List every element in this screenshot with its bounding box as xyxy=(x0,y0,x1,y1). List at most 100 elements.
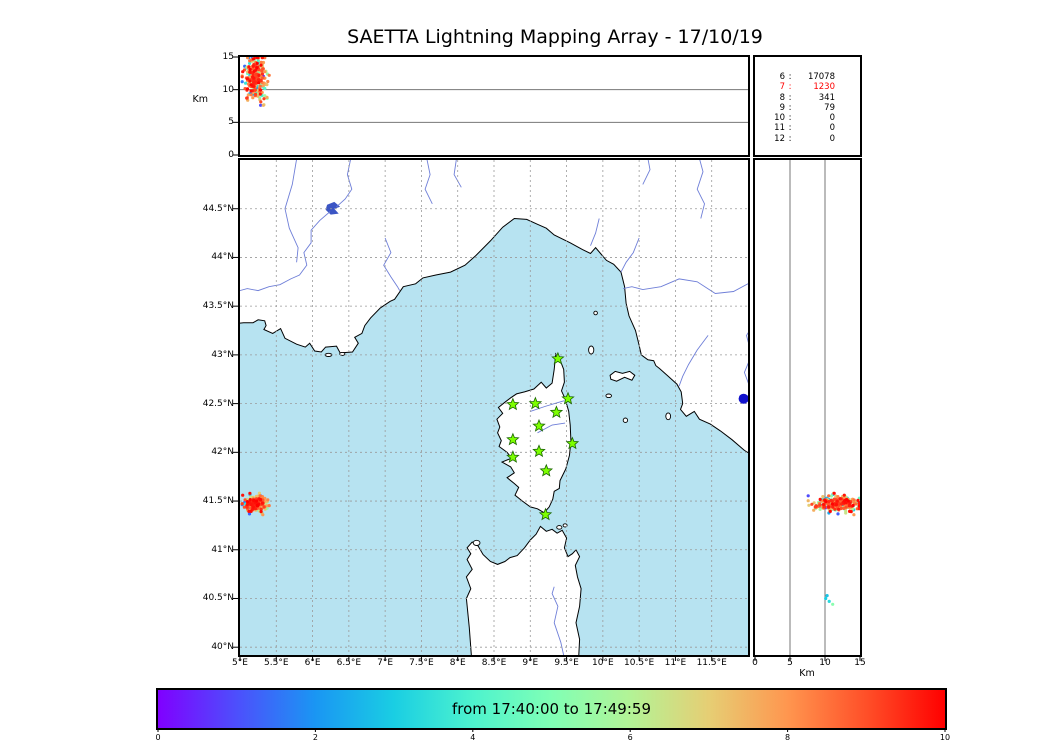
station-star-icon xyxy=(561,391,575,405)
island xyxy=(562,523,568,528)
latitude-tick-label: 40.5°N xyxy=(202,593,234,604)
latitude-tick-label: 42.5°N xyxy=(202,398,234,409)
island xyxy=(622,417,629,423)
altitude-tick-label: 15 xyxy=(222,52,234,62)
altitude-axis-label: Km xyxy=(192,94,208,105)
station-count-rows: 6: 17078 7: 1230 8: 341 9: 79 10: 0 11: 0 12: 0 xyxy=(755,57,860,144)
station-count-label: 10 xyxy=(774,113,785,124)
station-count-row: 11: 0 xyxy=(763,123,860,133)
station-star-icon xyxy=(506,397,520,411)
latitude-tick-label: 44°N xyxy=(211,252,234,263)
large-blue-dot-marker xyxy=(738,393,748,404)
station-count-row: 7: 1230 xyxy=(763,82,860,92)
longitude-tick-label: 5°E xyxy=(232,658,248,668)
longitude-tick-label: 10°E xyxy=(592,658,614,668)
count-value: 341 xyxy=(818,92,835,103)
station-count-label: 9 xyxy=(779,102,785,113)
station-count-label: 7 xyxy=(779,82,785,93)
station-star-icon xyxy=(506,450,520,463)
altitude-latitude-panel xyxy=(753,158,862,657)
station-count-row: 9: 79 xyxy=(763,103,860,113)
count-colon: : xyxy=(788,113,792,124)
time-colorbar: from 17:40:00 to 17:49:59 xyxy=(156,688,947,730)
count-value: 79 xyxy=(824,102,835,113)
count-value: 1230 xyxy=(813,82,835,93)
rivers xyxy=(240,160,748,655)
figure-title: SAETTA Lightning Mapping Array - 17/10/1… xyxy=(347,26,763,48)
count-colon: : xyxy=(788,102,792,113)
colorbar-tick-label: 2 xyxy=(312,733,318,742)
longitude-tick-label: 11°E xyxy=(664,658,687,668)
longitude-tick-label: 6°E xyxy=(304,658,321,668)
altitude-latitude-plot xyxy=(789,160,860,655)
island xyxy=(605,393,612,399)
station-star-icon xyxy=(528,396,543,410)
station-star-icon xyxy=(565,436,580,450)
count-value: 0 xyxy=(829,133,835,144)
bottom-km-axis-label: Km xyxy=(799,668,815,679)
colorbar-tick-label: 10 xyxy=(939,733,951,742)
coastline-corsica xyxy=(496,352,572,514)
station-count-row: 6: 17078 xyxy=(763,72,860,82)
station-count-row: 10: 0 xyxy=(763,113,860,123)
station-star-icon xyxy=(549,405,564,419)
count-colon: : xyxy=(788,82,792,93)
latitude-tick-label: 43.5°N xyxy=(202,301,234,312)
longitude-tick-label: 8°E xyxy=(449,658,466,668)
station-star-icon xyxy=(538,507,553,521)
station-star-icon xyxy=(539,463,554,477)
station-count-panel: 6: 17078 7: 1230 8: 341 9: 79 10: 0 11: 0 12: 0 xyxy=(753,55,862,157)
longitude-tick-label: 9°E xyxy=(522,658,539,668)
altitude-longitude-panel xyxy=(238,55,750,157)
station-star-icon xyxy=(532,418,546,432)
altitude-tick-label: 5 xyxy=(228,117,234,128)
map-panel xyxy=(238,158,750,657)
lightning-points-map xyxy=(240,491,271,517)
station-star-icon xyxy=(551,351,565,365)
count-colon: : xyxy=(788,72,792,82)
lightning-points-alt-lon xyxy=(240,57,271,107)
altitude-km-tick-label: 15 xyxy=(854,658,866,668)
count-value: 0 xyxy=(829,113,835,124)
altitude-km-tick-label: 5 xyxy=(787,658,793,668)
altitude-longitude-plot xyxy=(240,57,748,123)
station-markers xyxy=(506,351,580,521)
count-colon: : xyxy=(788,92,792,103)
latitude-tick-label: 42°N xyxy=(211,447,234,458)
count-value: 17078 xyxy=(807,72,835,82)
station-count-label: 8 xyxy=(779,92,785,103)
coastline-mainland xyxy=(240,160,748,454)
island xyxy=(556,525,563,530)
longitude-tick-label: 8.5°E xyxy=(481,658,507,668)
colorbar-tick-label: 6 xyxy=(627,733,633,742)
station-star-icon xyxy=(532,444,546,458)
altitude-km-tick-label: 10 xyxy=(819,658,831,668)
longitude-tick-label: 5.5°E xyxy=(264,658,289,668)
station-count-label: 11 xyxy=(774,123,785,134)
geographic-map xyxy=(240,160,748,655)
island xyxy=(588,345,595,355)
island xyxy=(472,539,481,546)
altitude-tick-label: 0 xyxy=(228,150,234,160)
altitude-km-tick-label: 0 xyxy=(752,658,758,668)
colorbar-tick-label: 0 xyxy=(155,733,161,742)
count-colon: : xyxy=(788,133,792,144)
lake xyxy=(325,201,341,215)
latitude-tick-label: 40°N xyxy=(211,642,234,653)
colorbar-label: from 17:40:00 to 17:49:59 xyxy=(451,700,651,718)
lightning-points-alt-lat xyxy=(806,491,860,606)
colorbar-tick-label: 8 xyxy=(785,733,791,742)
longitude-tick-label: 7°E xyxy=(377,658,394,668)
latitude-tick-label: 44.5°N xyxy=(202,203,234,214)
island xyxy=(593,310,598,316)
longitude-tick-label: 11.5°E xyxy=(696,658,727,668)
station-count-row: 8: 341 xyxy=(763,93,860,103)
station-count-label: 6 xyxy=(779,72,785,82)
colorbar-tick-label: 4 xyxy=(470,733,476,742)
longitude-tick-label: 6.5°E xyxy=(336,658,362,668)
longitude-tick-label: 7.5°E xyxy=(409,658,434,668)
latitude-tick-label: 41°N xyxy=(211,544,234,555)
longitude-tick-label: 9.5°E xyxy=(554,658,579,668)
coastline-sardinia xyxy=(465,525,582,655)
